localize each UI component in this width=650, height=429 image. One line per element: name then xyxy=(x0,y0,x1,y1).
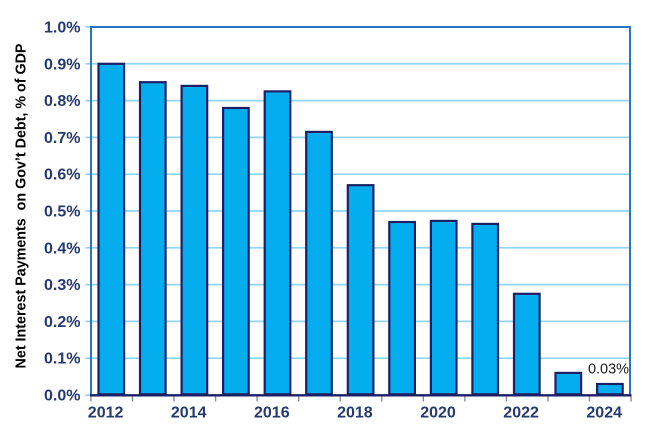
svg-text:Net Interest Payments on Gov’: Net Interest Payments on Gov’t Debt, % o… xyxy=(14,43,30,368)
svg-text:2012: 2012 xyxy=(88,405,124,422)
svg-text:2016: 2016 xyxy=(254,405,290,422)
svg-text:2022: 2022 xyxy=(503,405,539,422)
svg-text:0.5%: 0.5% xyxy=(44,204,80,221)
svg-text:2020: 2020 xyxy=(420,405,456,422)
svg-text:2014: 2014 xyxy=(171,405,207,422)
svg-text:0.6%: 0.6% xyxy=(44,167,80,184)
svg-text:0.2%: 0.2% xyxy=(44,314,80,331)
svg-text:0.8%: 0.8% xyxy=(44,93,80,110)
svg-text:0.1%: 0.1% xyxy=(44,351,80,368)
svg-text:0.4%: 0.4% xyxy=(44,240,80,257)
svg-text:0.7%: 0.7% xyxy=(44,130,80,147)
svg-text:2018: 2018 xyxy=(337,405,373,422)
svg-text:1.0%: 1.0% xyxy=(44,20,80,37)
svg-text:0.3%: 0.3% xyxy=(44,277,80,294)
svg-text:2024: 2024 xyxy=(586,405,622,422)
svg-text:0.03%: 0.03% xyxy=(588,361,629,377)
svg-text:0.9%: 0.9% xyxy=(44,56,80,73)
svg-text:0.0%: 0.0% xyxy=(44,388,80,405)
